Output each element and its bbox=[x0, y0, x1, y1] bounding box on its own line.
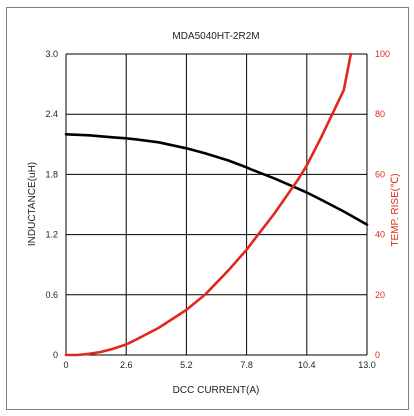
y-right-tick-label: 100 bbox=[375, 49, 390, 59]
inductance-line bbox=[64, 133, 369, 226]
series-lines bbox=[64, 52, 369, 357]
y-right-tick-label: 80 bbox=[375, 109, 385, 119]
grid bbox=[65, 53, 368, 356]
y-axis-label: INDUCTANCE(uH) bbox=[27, 162, 38, 246]
y-right-tick-label: 0 bbox=[375, 350, 380, 360]
temp-rise-line bbox=[64, 52, 353, 357]
x-tick-label: 10.4 bbox=[298, 360, 316, 370]
tick-labels: 0 2.6 5.2 7.8 10.4 13.000.61.21.82.43.0020406… bbox=[45, 49, 390, 370]
x-axis-label: DCC CURRENT(A) bbox=[173, 385, 260, 396]
x-tick-label: 0 bbox=[63, 360, 68, 370]
x-tick-label: 5.2 bbox=[180, 360, 193, 370]
y-tick-label: 1.8 bbox=[45, 169, 58, 179]
y-right-tick-label: 40 bbox=[375, 230, 385, 240]
x-tick-label: 13.0 bbox=[358, 360, 376, 370]
x-tick-label: 7.8 bbox=[240, 360, 253, 370]
x-tick-label: 2.6 bbox=[120, 360, 133, 370]
y-axis-right-label: TEMP. RISE(℃) bbox=[390, 173, 401, 246]
chart-title: MDA5040HT-2R2M bbox=[172, 31, 259, 42]
y-right-tick-label: 20 bbox=[375, 290, 385, 300]
y-right-tick-label: 60 bbox=[375, 169, 385, 179]
chart-frame bbox=[6, 7, 409, 410]
y-tick-label: 3.0 bbox=[45, 49, 58, 59]
y-tick-label: 1.2 bbox=[45, 230, 58, 240]
y-tick-label: 0.6 bbox=[45, 290, 58, 300]
y-tick-label: 2.4 bbox=[45, 109, 58, 119]
y-tick-label: 0 bbox=[53, 350, 58, 360]
